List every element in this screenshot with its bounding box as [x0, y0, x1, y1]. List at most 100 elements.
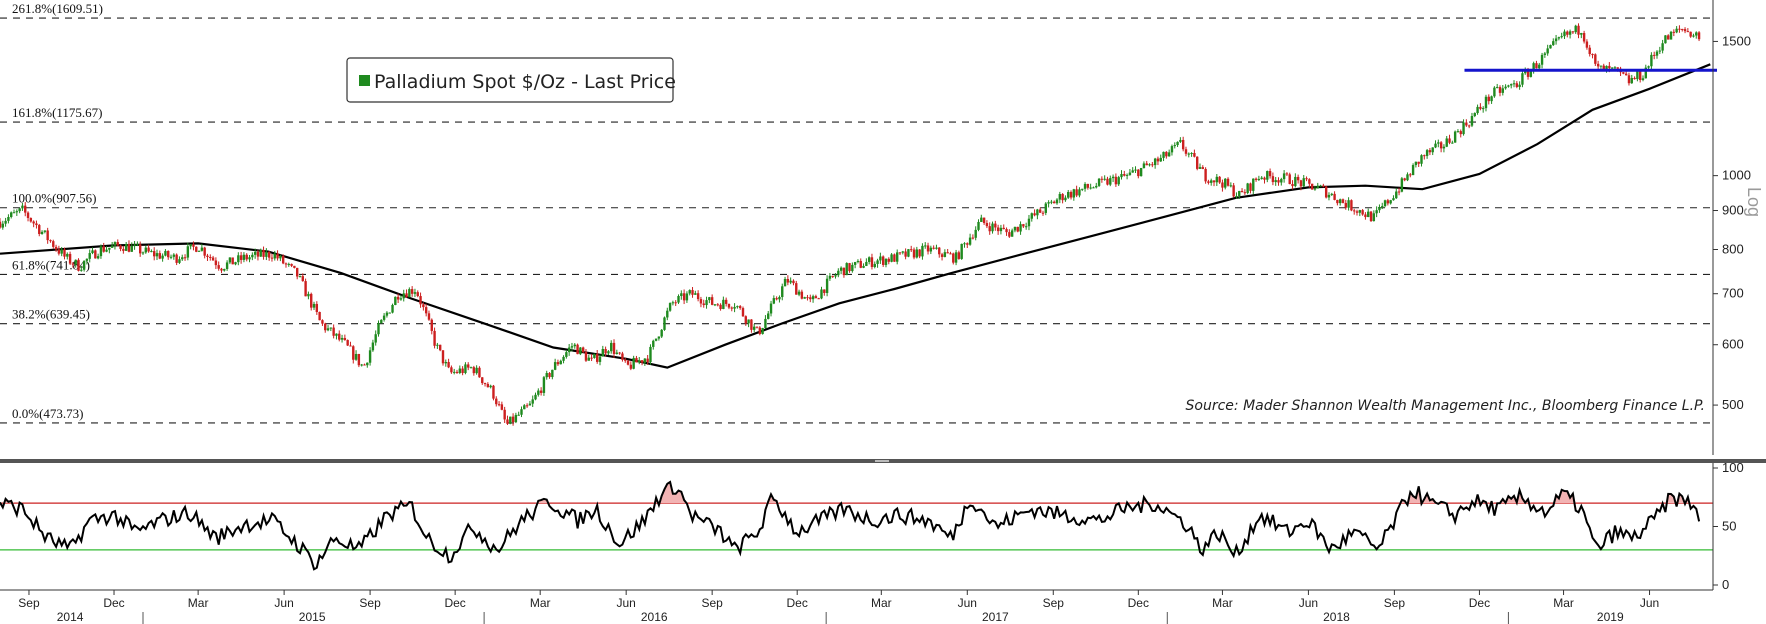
candle-body	[1224, 178, 1227, 188]
candle-body	[413, 292, 417, 294]
candle-body	[876, 260, 879, 264]
candle-body	[758, 327, 762, 335]
candle-body	[49, 240, 52, 242]
candle-body	[1560, 36, 1563, 38]
candle-body	[910, 249, 913, 251]
candle-body	[1400, 178, 1404, 192]
candle-body	[1456, 131, 1460, 133]
candle-body	[601, 349, 605, 357]
candle-body	[696, 293, 700, 300]
candle-body	[595, 353, 599, 362]
month-tick-label: Mar	[530, 596, 551, 610]
candle-body	[1409, 174, 1412, 176]
candle-body	[276, 253, 279, 259]
month-tick-label: Jun	[1299, 596, 1318, 610]
candle-body	[29, 217, 33, 222]
candle-body	[825, 278, 829, 293]
candle-body	[1375, 210, 1378, 214]
candle-body	[1041, 212, 1045, 214]
candle-body	[1406, 174, 1409, 181]
scale-label: Log	[1744, 187, 1764, 217]
candle-body	[705, 300, 708, 306]
candle-body	[147, 247, 150, 252]
candle-body	[1574, 25, 1577, 33]
candle-body	[778, 297, 781, 300]
candle-body	[1274, 180, 1277, 183]
candle-body	[1596, 63, 1600, 67]
candle-body	[1557, 37, 1561, 39]
candle-body	[1658, 50, 1662, 52]
candle-body	[1072, 189, 1076, 198]
candle-body	[1198, 167, 1202, 169]
candle-body	[1459, 131, 1462, 135]
month-tick-label: Sep	[18, 596, 40, 610]
candle-body	[1507, 85, 1510, 87]
candle-body	[584, 352, 588, 361]
candle-body	[234, 262, 237, 265]
candle-body	[1495, 87, 1499, 89]
candle-body	[1554, 38, 1558, 42]
candle-body	[377, 323, 380, 335]
month-tick-label: Mar	[1553, 596, 1574, 610]
candle-body	[528, 403, 532, 406]
candle-body	[161, 255, 164, 259]
candle-body	[32, 221, 35, 224]
month-tick-label: Dec	[444, 596, 465, 610]
candle-body	[1692, 35, 1695, 37]
legend-swatch-icon	[359, 75, 370, 86]
candle-body	[127, 243, 131, 252]
candle-body	[1504, 86, 1507, 89]
candle-body	[1187, 153, 1190, 155]
candle-body	[284, 263, 288, 265]
candle-body	[845, 263, 848, 276]
candle-body	[1664, 35, 1667, 44]
candle-body	[1462, 122, 1465, 135]
candle-body	[579, 347, 582, 355]
candle-body	[772, 298, 776, 304]
candle-body	[747, 319, 750, 324]
candle-body	[52, 241, 55, 247]
candle-body	[1479, 106, 1482, 109]
rsi-axis-ticks: 100 50 0	[1713, 460, 1744, 592]
candle-body	[982, 217, 986, 224]
candle-body	[912, 249, 916, 258]
candle-body	[119, 245, 122, 249]
candle-body	[764, 318, 767, 329]
candle-body	[259, 250, 262, 257]
candle-body	[1580, 33, 1583, 35]
candle-body	[915, 249, 919, 258]
candle-body	[1667, 35, 1670, 40]
candle-body	[1369, 211, 1373, 222]
candle-body	[40, 231, 44, 234]
candle-body	[1392, 198, 1395, 201]
candle-body	[1193, 153, 1196, 157]
candle-body	[385, 312, 389, 316]
candle-body	[1532, 63, 1535, 71]
candle-body	[225, 262, 229, 269]
candle-body	[346, 340, 349, 346]
candle-body	[475, 367, 478, 374]
candle-body	[1134, 169, 1137, 171]
candle-body	[1355, 211, 1359, 213]
candle-body	[217, 265, 220, 269]
candle-body	[394, 296, 397, 305]
candle-body	[1156, 158, 1160, 162]
candle-body	[366, 362, 369, 366]
candle-body	[562, 356, 565, 361]
candle-body	[1518, 84, 1521, 87]
candle-body	[1686, 31, 1690, 33]
candle-body	[153, 251, 156, 257]
candle-body	[1252, 178, 1255, 191]
candle-body	[727, 303, 731, 308]
candle-body	[63, 249, 66, 257]
candle-body	[590, 357, 593, 359]
price-tick-label: 800	[1722, 242, 1744, 257]
candle-body	[567, 347, 571, 353]
candle-body	[1624, 73, 1628, 76]
candle-body	[267, 251, 271, 258]
candle-body	[0, 221, 2, 228]
candle-body	[685, 293, 689, 301]
candle-body	[450, 367, 453, 373]
candle-body	[904, 251, 907, 257]
candle-body	[814, 296, 818, 299]
